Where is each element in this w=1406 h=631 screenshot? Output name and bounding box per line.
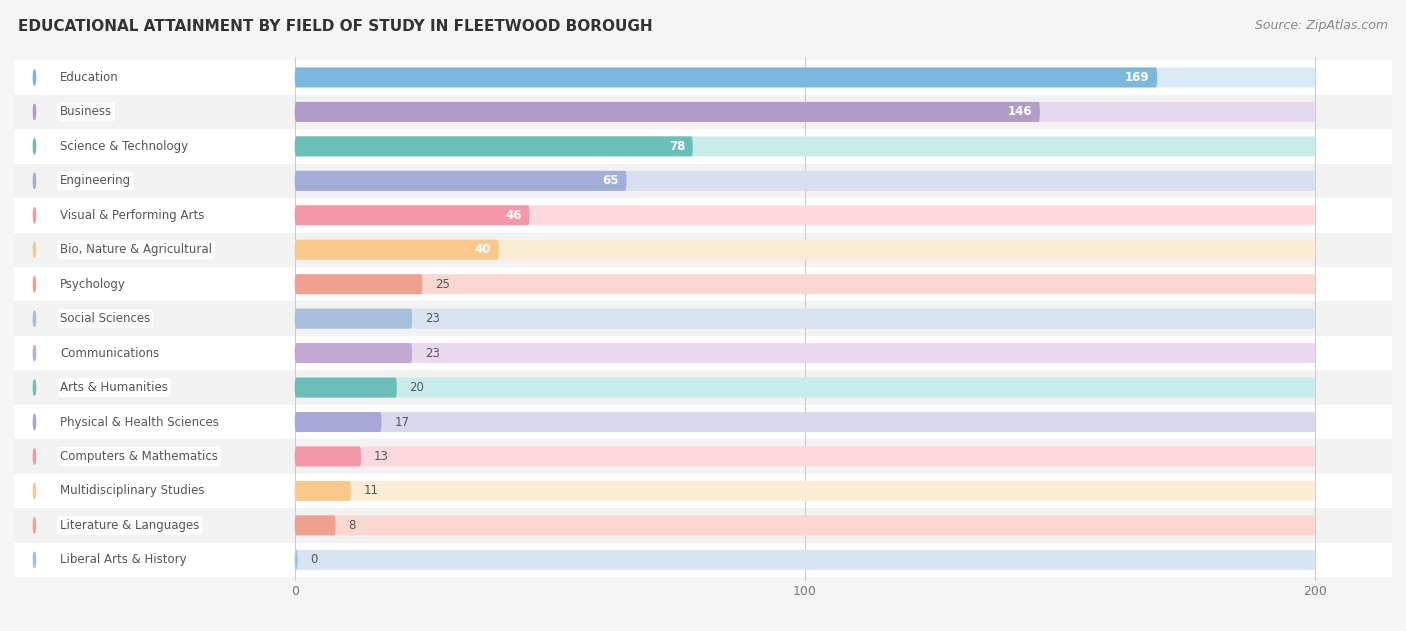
Bar: [14, 370, 1392, 405]
Text: 78: 78: [669, 140, 685, 153]
FancyBboxPatch shape: [295, 240, 1316, 260]
FancyBboxPatch shape: [295, 377, 396, 398]
FancyBboxPatch shape: [295, 377, 1316, 398]
FancyBboxPatch shape: [295, 412, 1316, 432]
FancyBboxPatch shape: [295, 102, 1040, 122]
Text: Business: Business: [60, 105, 112, 119]
FancyBboxPatch shape: [295, 171, 627, 191]
FancyBboxPatch shape: [295, 136, 1316, 156]
Text: 17: 17: [394, 416, 409, 428]
Text: 65: 65: [602, 174, 619, 187]
FancyBboxPatch shape: [295, 309, 412, 329]
Text: Multidisciplinary Studies: Multidisciplinary Studies: [60, 485, 204, 497]
FancyBboxPatch shape: [295, 68, 1157, 88]
FancyBboxPatch shape: [295, 481, 1316, 501]
Text: Social Sciences: Social Sciences: [60, 312, 150, 325]
Text: Computers & Mathematics: Computers & Mathematics: [60, 450, 218, 463]
Text: EDUCATIONAL ATTAINMENT BY FIELD OF STUDY IN FLEETWOOD BOROUGH: EDUCATIONAL ATTAINMENT BY FIELD OF STUDY…: [18, 19, 652, 34]
Circle shape: [34, 276, 35, 292]
Circle shape: [34, 380, 35, 395]
Bar: [14, 163, 1392, 198]
Circle shape: [34, 346, 35, 361]
FancyBboxPatch shape: [295, 516, 1316, 535]
Text: Literature & Languages: Literature & Languages: [60, 519, 200, 532]
Text: Visual & Performing Arts: Visual & Performing Arts: [60, 209, 204, 221]
Bar: [14, 474, 1392, 508]
FancyBboxPatch shape: [295, 550, 1316, 570]
Bar: [14, 439, 1392, 474]
Text: 11: 11: [364, 485, 378, 497]
FancyBboxPatch shape: [295, 343, 412, 363]
FancyBboxPatch shape: [295, 274, 1316, 294]
Text: Arts & Humanities: Arts & Humanities: [60, 381, 167, 394]
FancyBboxPatch shape: [295, 447, 1316, 466]
FancyBboxPatch shape: [295, 68, 1316, 88]
Circle shape: [34, 242, 35, 257]
Text: Communications: Communications: [60, 346, 159, 360]
Circle shape: [34, 518, 35, 533]
Bar: [14, 129, 1392, 163]
Text: 8: 8: [349, 519, 356, 532]
FancyBboxPatch shape: [295, 171, 1316, 191]
Circle shape: [34, 139, 35, 154]
Circle shape: [34, 311, 35, 326]
Text: Bio, Nature & Agricultural: Bio, Nature & Agricultural: [60, 243, 212, 256]
FancyBboxPatch shape: [295, 274, 422, 294]
Text: 146: 146: [1008, 105, 1032, 119]
Bar: [14, 267, 1392, 302]
Text: 20: 20: [409, 381, 425, 394]
Bar: [14, 405, 1392, 439]
Circle shape: [34, 208, 35, 223]
Bar: [14, 232, 1392, 267]
Text: 0: 0: [311, 553, 318, 567]
FancyBboxPatch shape: [295, 205, 530, 225]
Text: 46: 46: [505, 209, 522, 221]
Text: 169: 169: [1125, 71, 1150, 84]
Text: Psychology: Psychology: [60, 278, 127, 291]
FancyBboxPatch shape: [295, 550, 298, 570]
Text: 23: 23: [425, 312, 440, 325]
Bar: [14, 95, 1392, 129]
FancyBboxPatch shape: [295, 516, 336, 535]
FancyBboxPatch shape: [295, 136, 693, 156]
FancyBboxPatch shape: [295, 309, 1316, 329]
Text: 13: 13: [374, 450, 388, 463]
Text: Physical & Health Sciences: Physical & Health Sciences: [60, 416, 219, 428]
Circle shape: [34, 483, 35, 498]
Text: Science & Technology: Science & Technology: [60, 140, 188, 153]
Text: Engineering: Engineering: [60, 174, 131, 187]
FancyBboxPatch shape: [295, 102, 1316, 122]
Bar: [14, 336, 1392, 370]
Bar: [14, 198, 1392, 232]
Circle shape: [34, 104, 35, 119]
FancyBboxPatch shape: [295, 205, 1316, 225]
Circle shape: [34, 415, 35, 430]
Bar: [14, 302, 1392, 336]
FancyBboxPatch shape: [295, 412, 381, 432]
Circle shape: [34, 449, 35, 464]
Text: Education: Education: [60, 71, 118, 84]
Circle shape: [34, 552, 35, 567]
Text: 40: 40: [475, 243, 491, 256]
Text: Source: ZipAtlas.com: Source: ZipAtlas.com: [1254, 19, 1388, 32]
Bar: [14, 543, 1392, 577]
FancyBboxPatch shape: [295, 447, 361, 466]
Bar: [14, 60, 1392, 95]
Bar: [14, 508, 1392, 543]
Text: Liberal Arts & History: Liberal Arts & History: [60, 553, 187, 567]
Text: 23: 23: [425, 346, 440, 360]
FancyBboxPatch shape: [295, 343, 1316, 363]
Circle shape: [34, 174, 35, 189]
Text: 25: 25: [434, 278, 450, 291]
Circle shape: [34, 70, 35, 85]
FancyBboxPatch shape: [295, 481, 352, 501]
FancyBboxPatch shape: [295, 240, 499, 260]
